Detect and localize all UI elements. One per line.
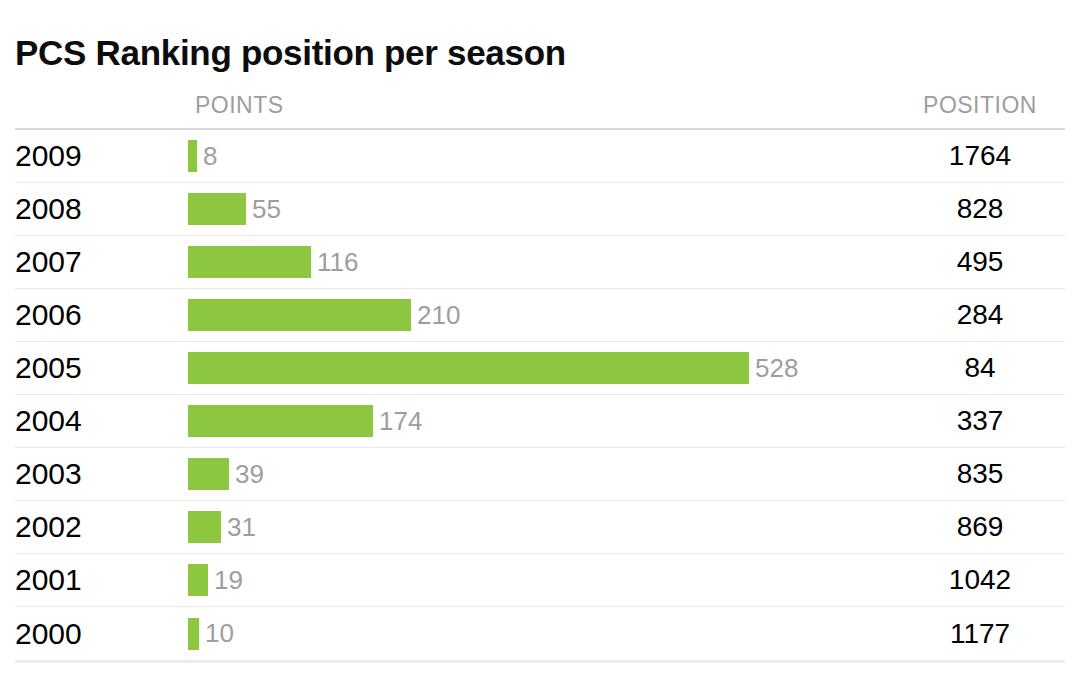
points-value-label: 174 (379, 406, 422, 437)
points-column-header: POINTS (195, 92, 284, 119)
points-bar-cell: 210 (188, 289, 895, 341)
pcs-ranking-panel: PCS Ranking position per season POINTS P… (0, 0, 1080, 690)
season-year-label: 2009 (15, 139, 188, 173)
points-bar-cell: 10 (188, 607, 895, 660)
points-value-label: 39 (235, 459, 264, 490)
points-bar (188, 564, 208, 596)
points-bar-cell: 31 (188, 501, 895, 553)
points-bar (188, 352, 749, 384)
points-bar (188, 140, 197, 172)
points-value-label: 528 (755, 353, 798, 384)
table-row: 2003 39 835 (15, 448, 1065, 501)
points-value-label: 210 (417, 300, 460, 331)
position-value: 828 (895, 193, 1065, 225)
points-bar (188, 618, 199, 650)
position-column-header: POSITION (895, 92, 1065, 119)
page-title: PCS Ranking position per season (15, 0, 1065, 75)
table-row: 2009 8 1764 (15, 130, 1065, 183)
position-value: 1042 (895, 564, 1065, 596)
table-row: 2005 528 84 (15, 342, 1065, 395)
points-bar (188, 246, 311, 278)
position-value: 495 (895, 246, 1065, 278)
points-value-label: 8 (203, 141, 217, 172)
points-bar-cell: 528 (188, 342, 895, 394)
points-bar (188, 458, 229, 490)
points-bar-cell: 174 (188, 395, 895, 447)
points-bar-cell: 116 (188, 236, 895, 288)
table-row: 2008 55 828 (15, 183, 1065, 236)
points-value-label: 116 (317, 247, 358, 278)
points-bar-cell: 8 (188, 130, 895, 182)
points-bar-cell: 19 (188, 554, 895, 606)
points-value-label: 10 (205, 618, 234, 649)
table-row: 2006 210 284 (15, 289, 1065, 342)
points-value-label: 31 (227, 512, 256, 543)
position-value: 869 (895, 511, 1065, 543)
season-year-label: 2005 (15, 351, 188, 385)
points-value-label: 19 (214, 565, 243, 596)
position-value: 1177 (895, 618, 1065, 650)
table-header-row: POINTS POSITION (15, 75, 1065, 130)
points-value-label: 55 (252, 194, 281, 225)
points-bar (188, 405, 373, 437)
season-table: 2009 8 1764 2008 55 828 2007 116 495 200… (15, 130, 1065, 663)
points-bar (188, 193, 246, 225)
season-year-label: 2003 (15, 457, 188, 491)
points-bar-cell: 55 (188, 183, 895, 235)
points-bar-cell: 39 (188, 448, 895, 500)
position-value: 84 (895, 352, 1065, 384)
season-year-label: 2001 (15, 563, 188, 597)
table-row: 2002 31 869 (15, 501, 1065, 554)
position-value: 284 (895, 299, 1065, 331)
season-year-label: 2000 (15, 617, 188, 651)
table-row: 2000 10 1177 (15, 607, 1065, 660)
season-year-label: 2008 (15, 192, 188, 226)
table-row: 2004 174 337 (15, 395, 1065, 448)
points-bar (188, 299, 411, 331)
table-row: 2001 19 1042 (15, 554, 1065, 607)
season-year-label: 2004 (15, 404, 188, 438)
position-value: 835 (895, 458, 1065, 490)
points-bar (188, 511, 221, 543)
table-row: 2007 116 495 (15, 236, 1065, 289)
season-year-label: 2006 (15, 298, 188, 332)
season-year-label: 2007 (15, 245, 188, 279)
position-value: 1764 (895, 140, 1065, 172)
season-year-label: 2002 (15, 510, 188, 544)
position-value: 337 (895, 405, 1065, 437)
